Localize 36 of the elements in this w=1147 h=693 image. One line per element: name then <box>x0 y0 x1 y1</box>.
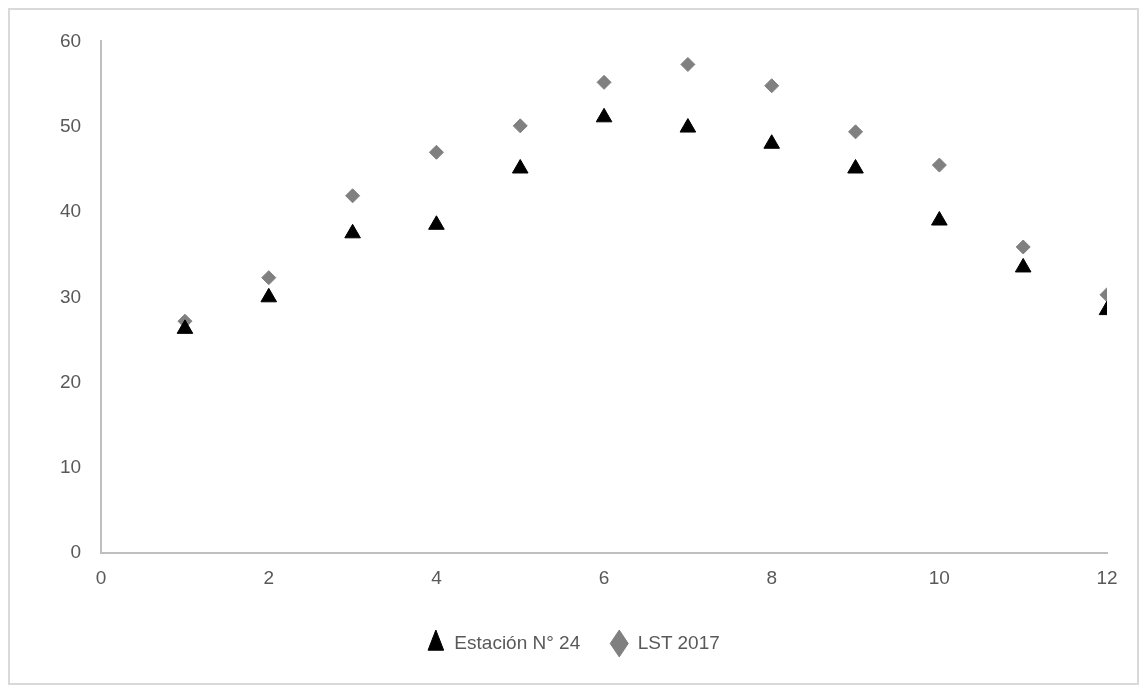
point <box>1014 257 1032 273</box>
point <box>847 159 864 174</box>
x-tick-label: 2 <box>263 566 275 588</box>
y-tick-label: 10 <box>59 456 82 478</box>
point <box>345 188 361 204</box>
point <box>344 223 361 239</box>
point <box>511 159 529 174</box>
point <box>596 74 612 90</box>
y-tick-label: 0 <box>70 541 82 563</box>
legend-label: Estación N° 24 <box>454 631 581 653</box>
x-tick-label: 10 <box>928 566 950 588</box>
point <box>260 287 278 303</box>
x-tick-label: 8 <box>766 566 777 588</box>
y-tick-label: 20 <box>59 370 82 392</box>
x-tick-label: 0 <box>95 566 107 588</box>
y-tick-label: 50 <box>59 114 82 136</box>
point <box>428 215 445 230</box>
point <box>848 124 864 140</box>
point <box>428 144 444 160</box>
x-tick-label: 6 <box>598 566 610 588</box>
point <box>176 319 194 334</box>
point <box>931 157 947 173</box>
y-tick-label: 40 <box>59 200 82 222</box>
x-tick-label: 4 <box>431 566 443 588</box>
point <box>512 118 528 134</box>
point <box>763 134 781 149</box>
x-tick-label: 12 <box>1096 566 1118 588</box>
y-tick-label: 60 <box>59 29 82 51</box>
point <box>764 78 780 94</box>
point <box>595 107 613 123</box>
point <box>931 211 948 226</box>
y-tick-label: 30 <box>59 285 82 307</box>
point <box>680 56 696 72</box>
legend-label: LST 2017 <box>637 631 720 653</box>
point <box>679 118 697 133</box>
point <box>1015 239 1031 255</box>
